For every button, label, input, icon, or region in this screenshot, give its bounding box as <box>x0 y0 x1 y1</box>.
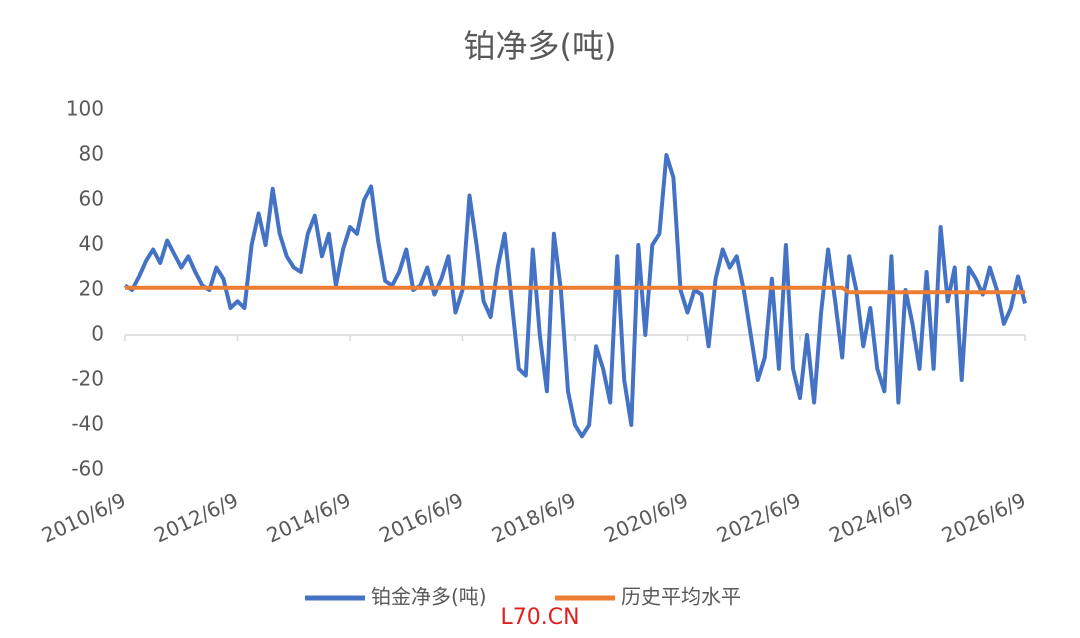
watermark: L70.CN <box>500 605 579 630</box>
y-tick-label: 40 <box>79 232 104 256</box>
x-tick-label: 2010/6/9 <box>38 488 130 548</box>
x-tick-label: 2026/6/9 <box>938 488 1030 548</box>
series-line <box>125 285 1025 295</box>
y-tick-label: -20 <box>71 367 104 391</box>
x-tick-label: 2012/6/9 <box>150 488 242 548</box>
x-tick-label: 2016/6/9 <box>375 488 467 548</box>
x-tick-label: 2024/6/9 <box>825 488 917 548</box>
y-tick-label: -60 <box>71 457 104 481</box>
y-tick-label: 60 <box>79 187 104 211</box>
x-tick-label: 2014/6/9 <box>263 488 355 548</box>
x-tick-label: 2022/6/9 <box>713 488 805 548</box>
y-tick-label: -40 <box>71 412 104 436</box>
y-tick-label: 80 <box>79 142 104 166</box>
x-tick-label: 2020/6/9 <box>600 488 692 548</box>
y-tick-label: 20 <box>79 277 104 301</box>
y-tick-label: 0 <box>91 322 104 346</box>
chart-title: 铂净多(吨) <box>464 27 617 65</box>
series-line <box>123 153 1027 439</box>
y-tick-label: 100 <box>66 97 104 121</box>
x-tick-label: 2018/6/9 <box>488 488 580 548</box>
legend-label: 铂金净多(吨) <box>371 585 487 609</box>
legend-label: 历史平均水平 <box>621 585 741 609</box>
